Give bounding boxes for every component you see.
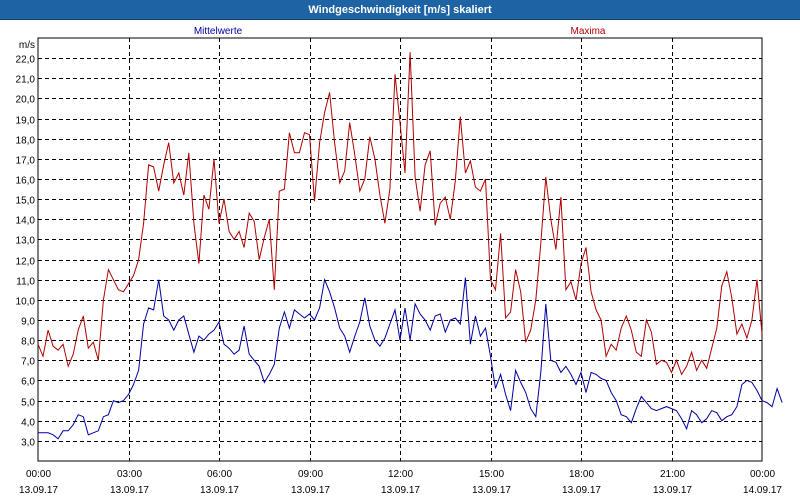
y-tick-label: 5,0 bbox=[21, 398, 35, 409]
y-tick-label: 16,0 bbox=[16, 176, 36, 187]
x-tick-time: 15:00 bbox=[479, 469, 504, 480]
x-tick-time: 09:00 bbox=[298, 469, 323, 480]
x-tick-time: 21:00 bbox=[660, 469, 685, 480]
legend-label-maxima: Maxima bbox=[570, 26, 605, 37]
x-tick-time: 18:00 bbox=[569, 469, 594, 480]
y-tick-label: 12,0 bbox=[16, 257, 36, 268]
window-title: Windgeschwindigkeit [m/s] skaliert bbox=[0, 0, 800, 20]
x-tick-date: 13.09.17 bbox=[200, 485, 239, 496]
y-tick-label: 9,0 bbox=[21, 317, 35, 328]
x-tick-date: 13.09.17 bbox=[110, 485, 149, 496]
y-tick-label: 15,0 bbox=[16, 196, 36, 207]
y-tick-label: 4,0 bbox=[21, 418, 35, 429]
y-axis-label: m/s bbox=[19, 40, 35, 51]
y-tick-label: 3,0 bbox=[21, 438, 35, 449]
x-tick-time: 00:00 bbox=[750, 469, 775, 480]
y-tick-label: 13,0 bbox=[16, 236, 36, 247]
x-tick-time: 12:00 bbox=[388, 469, 413, 480]
x-tick-date: 14.09.17 bbox=[743, 485, 782, 496]
x-tick-date: 13.09.17 bbox=[19, 485, 58, 496]
legend-label-mittelwerte: Mittelwerte bbox=[194, 26, 243, 37]
x-tick-time: 00:00 bbox=[26, 469, 51, 480]
y-tick-label: 22,0 bbox=[16, 55, 36, 66]
y-tick-label: 17,0 bbox=[16, 156, 36, 167]
x-tick-date: 13.09.17 bbox=[472, 485, 511, 496]
series-line-maxima bbox=[37, 52, 763, 376]
x-tick-date: 13.09.17 bbox=[381, 485, 420, 496]
x-tick-time: 06:00 bbox=[207, 469, 232, 480]
y-tick-label: 14,0 bbox=[16, 216, 36, 227]
y-tick-label: 11,0 bbox=[16, 277, 35, 288]
y-tick-label: 8,0 bbox=[21, 337, 35, 348]
y-tick-label: 18,0 bbox=[16, 136, 36, 147]
y-tick-label: 21,0 bbox=[16, 75, 36, 86]
y-tick-label: 7,0 bbox=[21, 357, 35, 368]
x-tick-date: 13.09.17 bbox=[653, 485, 692, 496]
y-tick-label: 19,0 bbox=[16, 116, 36, 127]
series-line-mittelwerte bbox=[38, 277, 783, 440]
y-tick-label: 6,0 bbox=[21, 377, 35, 388]
y-tick-label: 20,0 bbox=[16, 95, 36, 106]
x-tick-date: 13.09.17 bbox=[562, 485, 601, 496]
y-tick-label: 10,0 bbox=[16, 297, 36, 308]
x-tick-date: 13.09.17 bbox=[291, 485, 330, 496]
x-tick-time: 03:00 bbox=[117, 469, 142, 480]
